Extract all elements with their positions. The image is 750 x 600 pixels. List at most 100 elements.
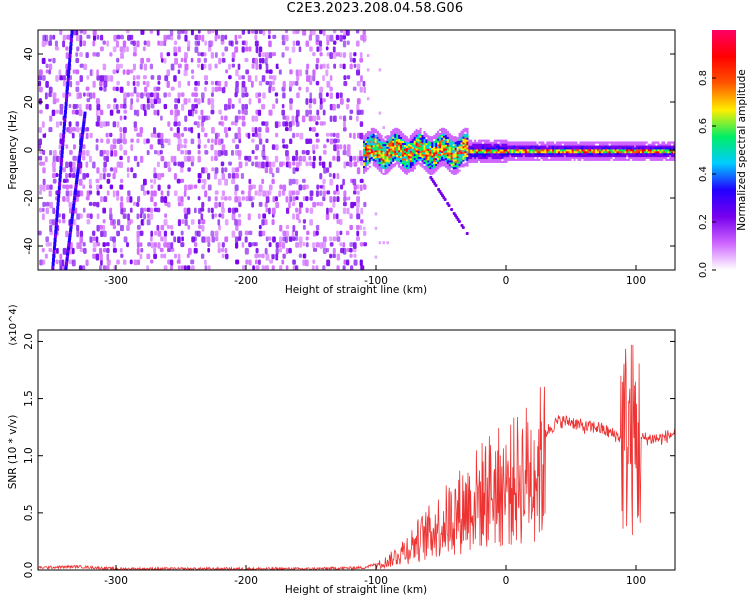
heatmap-cell <box>530 151 533 154</box>
heatmap-cell <box>425 133 428 136</box>
heatmap-cell <box>442 137 446 140</box>
heatmap-cell <box>442 154 446 157</box>
heatmap-cell <box>388 136 391 140</box>
heatmap-cell <box>645 143 648 146</box>
heatmap-cell <box>83 247 87 254</box>
heatmap-cell <box>302 219 307 224</box>
heatmap-cell <box>258 80 263 86</box>
heatmap-cell <box>308 138 313 144</box>
heatmap-cell <box>655 151 658 154</box>
heatmap-cell <box>460 138 463 141</box>
heatmap-cell <box>388 163 391 167</box>
heatmap-cell <box>446 163 450 166</box>
heatmap-cell <box>113 167 118 174</box>
heatmap-cell <box>295 155 298 161</box>
heatmap-cell <box>476 160 479 163</box>
heatmap-cell <box>92 69 96 77</box>
heatmap-cell <box>636 149 639 152</box>
heatmap-cell <box>425 169 428 172</box>
heatmap-cell <box>45 242 50 247</box>
heatmap-cell <box>632 147 635 150</box>
heatmap-cell <box>569 152 572 156</box>
heatmap-cell <box>573 151 576 154</box>
heatmap-cell <box>528 143 531 146</box>
heatmap-cell <box>507 154 510 158</box>
heatmap-cell <box>315 224 320 231</box>
heatmap-cell <box>569 147 572 150</box>
heatmap-cell <box>133 46 137 53</box>
heatmap-cell <box>127 155 130 163</box>
heatmap-cell <box>618 141 621 144</box>
heatmap-cell <box>288 121 293 128</box>
heatmap-cell <box>52 246 56 250</box>
heatmap-cell <box>669 158 672 161</box>
heatmap-cell <box>38 69 43 76</box>
heatmap-cell <box>483 153 487 156</box>
heatmap-cell <box>72 155 77 161</box>
heatmap-cell <box>129 34 134 40</box>
heatmap-cell <box>258 184 263 192</box>
heatmap-cell <box>346 144 351 151</box>
heatmap-cell <box>421 148 424 151</box>
heatmap-cell <box>413 163 416 166</box>
heatmap-cell <box>264 57 268 65</box>
heatmap-cell <box>641 149 645 152</box>
heatmap-cell <box>267 30 271 35</box>
heatmap-cell <box>437 144 440 147</box>
heatmap-cell <box>394 145 397 148</box>
heatmap-cell <box>115 86 119 92</box>
heatmap-cell <box>345 30 350 36</box>
heatmap-cell <box>493 160 496 163</box>
heatmap-cell <box>332 46 336 53</box>
heatmap-cell <box>491 149 494 152</box>
heatmap-cell <box>540 158 543 161</box>
heatmap-cell <box>190 126 194 134</box>
heatmap-cell <box>598 154 602 158</box>
heatmap-cell <box>673 158 675 161</box>
heatmap-cell <box>49 230 54 236</box>
heatmap-cell <box>423 136 426 139</box>
heatmap-cell <box>384 147 387 150</box>
heatmap-cell <box>520 151 524 154</box>
heatmap-cell <box>315 265 319 270</box>
heatmap-cell <box>78 178 83 186</box>
heatmap-cell <box>493 145 496 148</box>
heatmap-cell <box>478 139 481 142</box>
heatmap-cell <box>190 155 195 163</box>
heatmap-cell <box>526 145 529 148</box>
heatmap-cell <box>363 142 366 145</box>
heatmap-cell <box>622 152 625 156</box>
snr-y-scale-label: (x10^4) <box>8 304 19 345</box>
colorbar-tick-label: 0.0 <box>698 262 709 278</box>
heatmap-cell <box>400 142 403 145</box>
heatmap-cell <box>92 109 96 116</box>
heatmap-cell <box>295 138 299 144</box>
heatmap-cell <box>458 136 461 139</box>
heatmap-cell <box>509 154 512 158</box>
heatmap-cell <box>372 156 375 159</box>
heatmap-cell <box>493 153 496 156</box>
heatmap-cell <box>193 184 198 189</box>
heatmap-cell <box>417 139 420 142</box>
heatmap-cell <box>285 207 290 214</box>
heatmap-cell <box>411 169 414 172</box>
heatmap-cell <box>429 157 432 160</box>
heatmap-cell <box>450 158 453 161</box>
heatmap-cell <box>370 143 373 146</box>
heatmap-cell <box>540 141 543 144</box>
heatmap-cell <box>653 145 656 148</box>
heatmap-cell <box>499 147 502 150</box>
heatmap-cell <box>309 190 314 196</box>
heatmap-cell <box>419 150 422 154</box>
heatmap-cell <box>292 80 296 86</box>
heatmap-cell <box>380 163 383 167</box>
heatmap-cell <box>464 131 467 134</box>
heatmap-cell <box>417 154 420 157</box>
heatmap-cell <box>76 224 80 232</box>
heatmap-cell <box>183 138 188 144</box>
heatmap-cell <box>368 157 372 160</box>
heatmap-cell <box>139 132 143 138</box>
heatmap-cell <box>322 247 327 254</box>
heatmap-cell <box>296 92 300 99</box>
heatmap-cell <box>435 165 438 168</box>
